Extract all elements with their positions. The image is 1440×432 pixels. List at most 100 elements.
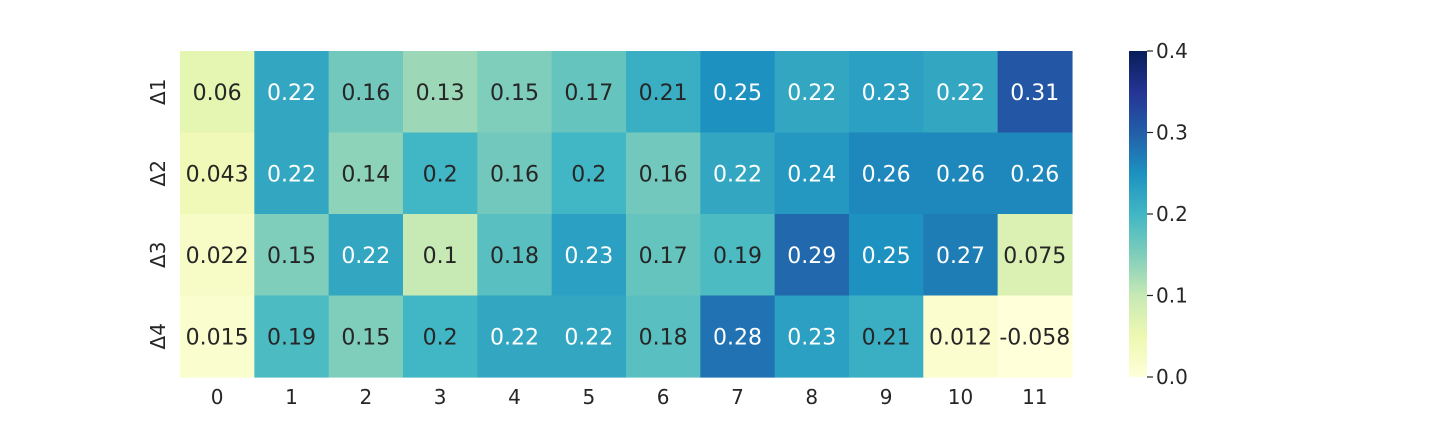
cell-value-label-r1-c11: 0.26 bbox=[1010, 162, 1059, 187]
heatmap-cell-r1-c11 bbox=[997, 132, 1073, 215]
x-tick-label-7: 7 bbox=[731, 385, 744, 409]
cell-value-label-r0-c11: 0.31 bbox=[1010, 81, 1059, 106]
heatmap-cell-r3-c4 bbox=[477, 295, 553, 378]
cell-value-label-r1-c1: 0.22 bbox=[267, 162, 316, 187]
cell-value-label-r3-c9: 0.21 bbox=[862, 325, 911, 350]
x-tick-label-9: 9 bbox=[880, 385, 893, 409]
cell-value-label-r0-c10: 0.22 bbox=[936, 81, 985, 106]
x-tick-label-10: 10 bbox=[948, 385, 973, 409]
heatmap-cell-r3-c10 bbox=[923, 295, 999, 378]
cell-value-label-r3-c3: 0.2 bbox=[423, 325, 458, 350]
heatmap-cell-labels: 0.06 0.22 0.16 0.13 0.15 0.17 0.21 0.25 0.22 0.23… bbox=[186, 81, 1071, 351]
y-axis: Δ1 Δ2 Δ3 Δ4 bbox=[146, 79, 170, 350]
cell-value-label-r2-c7: 0.19 bbox=[713, 244, 762, 269]
cell-value-label-r1-c9: 0.26 bbox=[862, 162, 911, 187]
heatmap-cell-r2-c5 bbox=[551, 214, 627, 297]
cell-value-label-r0-c5: 0.17 bbox=[564, 81, 613, 106]
heatmap-cell-r2-c6 bbox=[625, 214, 701, 297]
y-tick-label-1: Δ2 bbox=[146, 160, 170, 186]
y-tick-label-0: Δ1 bbox=[146, 79, 170, 105]
cell-value-label-r1-c5: 0.2 bbox=[571, 162, 606, 187]
heatmap-cell-r0-c10 bbox=[923, 51, 999, 134]
heatmap-cell-r3-c7 bbox=[700, 295, 776, 378]
cell-value-label-r2-c2: 0.22 bbox=[341, 244, 390, 269]
heatmap-cell-r1-c6 bbox=[625, 132, 701, 215]
x-axis: 0 1 2 3 4 5 6 7 8 9 10 11 bbox=[211, 385, 1048, 409]
cell-value-label-r0-c8: 0.22 bbox=[787, 81, 836, 106]
heatmap-cell-r0-c3 bbox=[402, 51, 478, 134]
cell-value-label-r0-c0: 0.06 bbox=[193, 81, 242, 106]
cell-value-label-r2-c10: 0.27 bbox=[936, 244, 985, 269]
heatmap-cell-r0-c11 bbox=[997, 51, 1073, 134]
colorbar-tick-label-3: 0.3 bbox=[1156, 121, 1188, 145]
heatmap-cell-r2-c9 bbox=[848, 214, 924, 297]
x-tick-label-6: 6 bbox=[657, 385, 670, 409]
heatmap-cell-r0-c4 bbox=[477, 51, 553, 134]
x-tick-label-0: 0 bbox=[211, 385, 224, 409]
colorbar-tick-label-1: 0.1 bbox=[1156, 284, 1188, 308]
heatmap-cell-r0-c2 bbox=[328, 51, 404, 134]
cell-value-label-r1-c6: 0.16 bbox=[639, 162, 688, 187]
heatmap-cell-r3-c11 bbox=[997, 295, 1073, 378]
heatmap-cell-r3-c1 bbox=[254, 295, 330, 378]
cell-value-label-r2-c6: 0.17 bbox=[639, 244, 688, 269]
x-tick-label-2: 2 bbox=[359, 385, 372, 409]
cell-value-label-r3-c1: 0.19 bbox=[267, 325, 316, 350]
cell-value-label-r0-c7: 0.25 bbox=[713, 81, 762, 106]
heatmap-cell-r1-c3 bbox=[402, 132, 478, 215]
cell-value-label-r3-c6: 0.18 bbox=[639, 325, 688, 350]
heatmap-cell-r3-c9 bbox=[848, 295, 924, 378]
heatmap-cell-r2-c10 bbox=[923, 214, 999, 297]
heatmap-cell-r1-c9 bbox=[848, 132, 924, 215]
cell-value-label-r3-c11: -0.058 bbox=[999, 325, 1070, 350]
cell-value-label-r2-c1: 0.15 bbox=[267, 244, 316, 269]
cell-value-label-r0-c6: 0.21 bbox=[639, 81, 688, 106]
cell-value-label-r1-c10: 0.26 bbox=[936, 162, 985, 187]
cell-value-label-r2-c9: 0.25 bbox=[862, 244, 911, 269]
heatmap-cell-r0-c5 bbox=[551, 51, 627, 134]
x-tick-label-11: 11 bbox=[1022, 385, 1047, 409]
cell-value-label-r3-c0: 0.015 bbox=[186, 325, 249, 350]
x-tick-label-5: 5 bbox=[582, 385, 595, 409]
cell-value-label-r0-c2: 0.16 bbox=[341, 81, 390, 106]
heatmap-cell-r3-c8 bbox=[774, 295, 850, 378]
heatmap-cells bbox=[180, 51, 1073, 378]
x-tick-label-3: 3 bbox=[434, 385, 447, 409]
y-tick-label-3: Δ4 bbox=[146, 323, 170, 349]
cell-value-label-r2-c0: 0.022 bbox=[186, 244, 249, 269]
heatmap-cell-r1-c7 bbox=[700, 132, 776, 215]
heatmap-cell-r1-c4 bbox=[477, 132, 553, 215]
cell-value-label-r0-c4: 0.15 bbox=[490, 81, 539, 106]
heatmap-cell-r3-c0 bbox=[180, 295, 255, 378]
heatmap-cell-r0-c7 bbox=[700, 51, 776, 134]
heatmap-cell-r2-c1 bbox=[254, 214, 330, 297]
colorbar-gradient bbox=[1129, 51, 1147, 377]
cell-value-label-r2-c11: 0.075 bbox=[1003, 244, 1066, 269]
heatmap-cell-r3-c5 bbox=[551, 295, 627, 378]
heatmap-cell-r3-c3 bbox=[402, 295, 478, 378]
cell-value-label-r3-c10: 0.012 bbox=[929, 325, 992, 350]
cell-value-label-r0-c3: 0.13 bbox=[416, 81, 465, 106]
heatmap-cell-r2-c4 bbox=[477, 214, 553, 297]
heatmap-cell-r2-c7 bbox=[700, 214, 776, 297]
cell-value-label-r0-c9: 0.23 bbox=[862, 81, 911, 106]
heatmap-cell-r1-c5 bbox=[551, 132, 627, 215]
cell-value-label-r2-c8: 0.29 bbox=[787, 244, 836, 269]
heatmap-cell-r1-c1 bbox=[254, 132, 330, 215]
heatmap-cell-r2-c11 bbox=[997, 214, 1073, 297]
heatmap-cell-r2-c3 bbox=[402, 214, 478, 297]
heatmap-cell-r0-c6 bbox=[625, 51, 701, 134]
cell-value-label-r1-c0: 0.043 bbox=[186, 162, 249, 187]
heatmap-cell-r0-c0 bbox=[180, 51, 255, 134]
cell-value-label-r1-c7: 0.22 bbox=[713, 162, 762, 187]
cell-value-label-r3-c7: 0.28 bbox=[713, 325, 762, 350]
cell-value-label-r2-c5: 0.23 bbox=[564, 244, 613, 269]
cell-value-label-r0-c1: 0.22 bbox=[267, 81, 316, 106]
cell-value-label-r2-c3: 0.1 bbox=[423, 244, 458, 269]
colorbar-tick-label-0: 0.0 bbox=[1156, 365, 1188, 389]
heatmap-cell-r1-c2 bbox=[328, 132, 404, 215]
cell-value-label-r1-c8: 0.24 bbox=[787, 162, 836, 187]
cell-value-label-r1-c4: 0.16 bbox=[490, 162, 539, 187]
cell-value-label-r2-c4: 0.18 bbox=[490, 244, 539, 269]
